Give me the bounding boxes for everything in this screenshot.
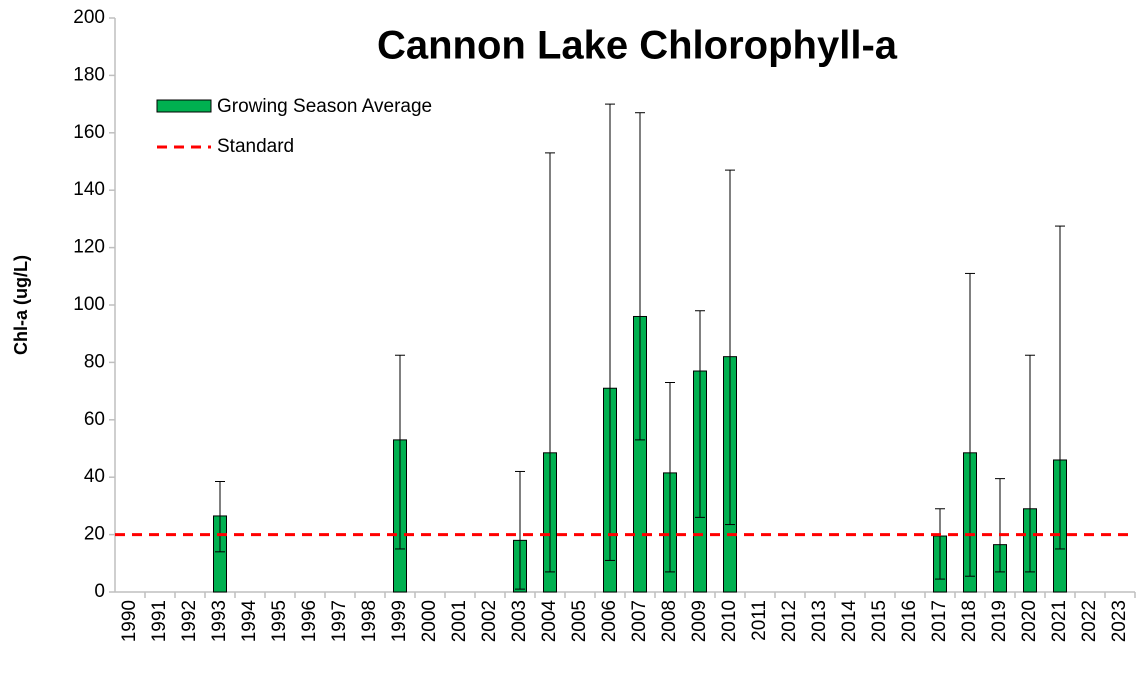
x-tick-label: 1993 — [209, 600, 230, 642]
x-tick-label: 1995 — [269, 600, 290, 642]
x-tick-label: 1990 — [119, 600, 140, 642]
x-tick-label: 1999 — [389, 600, 410, 642]
x-tick-label: 2017 — [929, 600, 950, 642]
x-tick-label: 2012 — [779, 600, 800, 642]
x-tick-label: 2018 — [959, 600, 980, 642]
x-tick-label: 2000 — [419, 600, 440, 642]
legend-swatch — [156, 99, 212, 113]
y-axis-label: Chl-a (ug/L) — [11, 255, 31, 355]
x-tick-label: 2010 — [719, 600, 740, 642]
x-tick-label: 2022 — [1079, 600, 1100, 642]
y-tick-label: 60 — [84, 409, 105, 430]
x-tick-label: 2020 — [1019, 600, 1040, 642]
x-tick-label: 2004 — [539, 600, 560, 643]
x-tick-label: 2021 — [1049, 600, 1070, 642]
x-tick-label: 1996 — [299, 600, 320, 642]
y-tick-label: 160 — [73, 122, 105, 143]
x-tick-label: 2023 — [1109, 600, 1130, 642]
x-tick-label: 2005 — [569, 600, 590, 642]
y-tick-label: 80 — [84, 351, 105, 372]
x-tick-label: 2006 — [599, 600, 620, 642]
x-tick-label: 1992 — [179, 600, 200, 642]
legend-label: Growing Season Average — [217, 96, 432, 117]
y-tick-label: 140 — [73, 179, 105, 200]
x-tick-label: 2008 — [659, 600, 680, 642]
x-tick-label: 1991 — [149, 600, 170, 642]
x-tick-label: 2019 — [989, 600, 1010, 642]
y-tick-label: 200 — [73, 7, 105, 28]
x-tick-label: 2003 — [509, 600, 530, 642]
x-tick-label: 2009 — [689, 600, 710, 642]
x-tick-label: 2014 — [839, 600, 860, 643]
x-tick-label: 2007 — [629, 600, 650, 642]
y-tick-label: 40 — [84, 466, 105, 487]
x-tick-label: 2011 — [749, 600, 770, 641]
y-tick-label: 180 — [73, 64, 105, 85]
x-tick-label: 1997 — [329, 600, 350, 642]
x-tick-label: 1998 — [359, 600, 380, 642]
x-tick-label: 2016 — [899, 600, 920, 642]
y-tick-label: 0 — [94, 581, 105, 602]
x-tick-label: 2002 — [479, 600, 500, 642]
y-tick-label: 100 — [73, 294, 105, 315]
x-tick-label: 2001 — [449, 600, 470, 642]
y-tick-label: 120 — [73, 237, 105, 258]
x-tick-label: 2015 — [869, 600, 890, 642]
x-tick-label: 2013 — [809, 600, 830, 642]
x-tick-label: 1994 — [239, 600, 260, 643]
legend-label: Standard — [217, 136, 294, 157]
y-tick-label: 20 — [84, 524, 105, 545]
chart-title: Cannon Lake Chlorophyll-a — [377, 24, 898, 68]
